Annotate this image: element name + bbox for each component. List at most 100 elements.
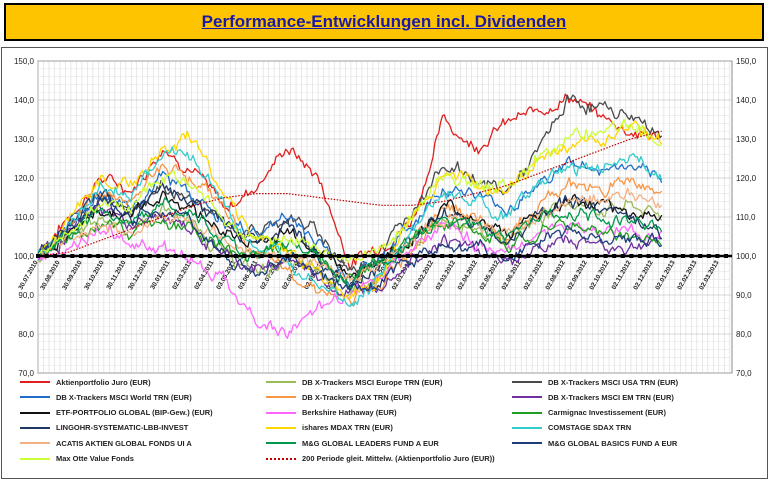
baseline-marker: [36, 254, 40, 258]
baseline-marker: [629, 254, 634, 258]
baseline-marker: [646, 254, 651, 258]
baseline-marker: [380, 254, 384, 258]
baseline-marker: [70, 254, 75, 258]
baseline-marker: [526, 254, 531, 258]
series-line: [37, 183, 663, 291]
baseline-marker: [689, 254, 694, 258]
series-line: [37, 118, 662, 264]
y-tick-label-left: 100,0: [14, 252, 35, 261]
x-tick-label: 30.07.2010: [17, 259, 40, 291]
baseline-marker: [302, 254, 307, 258]
series-line: [37, 187, 663, 282]
baseline-marker: [165, 254, 169, 258]
baseline-marker: [242, 254, 247, 258]
baseline-marker: [216, 254, 221, 258]
y-tick-label-right: 100,0: [736, 252, 757, 261]
series-line: [37, 130, 662, 257]
baseline-marker: [139, 254, 144, 258]
baseline-marker: [259, 254, 264, 258]
baseline-marker: [208, 254, 212, 258]
baseline-marker: [569, 254, 574, 258]
baseline-marker: [405, 254, 410, 258]
baseline-marker: [130, 254, 135, 258]
series-line: [38, 202, 662, 299]
baseline-marker: [319, 254, 324, 258]
baseline-marker: [448, 254, 453, 258]
y-tick-label-right: 80,0: [736, 330, 752, 339]
y-tick-label-left: 120,0: [14, 174, 35, 183]
baseline-marker: [663, 254, 668, 258]
baseline-marker: [698, 254, 703, 258]
baseline-marker: [354, 254, 359, 258]
baseline-marker: [285, 254, 290, 258]
baseline-marker: [182, 254, 187, 258]
y-tick-label-right: 130,0: [736, 135, 757, 144]
baseline-marker: [466, 254, 470, 258]
baseline-marker: [457, 254, 462, 258]
baseline-marker: [397, 254, 402, 258]
baseline-marker: [423, 254, 427, 258]
y-tick-label-right: 140,0: [736, 96, 757, 105]
baseline-marker: [440, 254, 445, 258]
page-title: Performance-Entwicklungen incl. Dividend…: [201, 12, 567, 31]
series-line: [37, 93, 663, 271]
baseline-marker: [96, 254, 101, 258]
title-banner: Performance-Entwicklungen incl. Dividend…: [4, 3, 764, 41]
y-tick-label-right: 150,0: [736, 57, 757, 66]
baseline-marker: [371, 254, 376, 258]
baseline-marker: [509, 254, 513, 258]
series-line: [37, 197, 663, 292]
series-line: [37, 197, 663, 290]
baseline-marker: [113, 254, 118, 258]
y-tick-label-right: 120,0: [736, 174, 757, 183]
baseline-marker: [431, 254, 436, 258]
baseline-marker: [612, 254, 617, 258]
y-tick-label-left: 70,0: [18, 369, 34, 378]
baseline-marker: [681, 254, 685, 258]
baseline-marker: [53, 254, 58, 258]
baseline-marker: [474, 254, 479, 258]
series-line: [37, 146, 663, 308]
y-tick-label-left: 150,0: [14, 57, 35, 66]
baseline-marker: [655, 254, 660, 258]
baseline-marker: [311, 254, 316, 258]
baseline-marker: [61, 254, 66, 258]
baseline-marker: [233, 254, 238, 258]
baseline-marker: [603, 254, 608, 258]
baseline-marker: [543, 254, 548, 258]
baseline-marker: [173, 254, 178, 258]
y-tick-label-left: 90,0: [18, 291, 34, 300]
baseline-marker: [620, 254, 625, 258]
baseline-marker: [724, 254, 728, 258]
baseline-marker: [483, 254, 488, 258]
baseline-marker: [388, 254, 393, 258]
baseline-marker: [362, 254, 367, 258]
baseline-marker: [500, 254, 505, 258]
baseline-marker: [414, 254, 419, 258]
baseline-marker: [638, 254, 642, 258]
baseline-marker: [517, 254, 522, 258]
baseline-marker: [190, 254, 195, 258]
baseline-marker: [328, 254, 333, 258]
baseline-marker: [672, 254, 677, 258]
baseline-marker: [104, 254, 109, 258]
y-tick-label-right: 110,0: [736, 213, 756, 222]
baseline-marker: [294, 254, 298, 258]
baseline-marker: [595, 254, 599, 258]
series-line: [37, 217, 663, 282]
baseline-marker: [560, 254, 565, 258]
baseline-marker: [715, 254, 720, 258]
baseline-marker: [337, 254, 341, 258]
baseline-marker: [268, 254, 273, 258]
baseline-marker: [706, 254, 711, 258]
baseline-marker: [147, 254, 152, 258]
baseline-marker: [534, 254, 539, 258]
baseline-marker: [199, 254, 204, 258]
baseline-marker: [577, 254, 582, 258]
y-tick-label-left: 80,0: [18, 330, 34, 339]
y-tick-label-right: 90,0: [736, 291, 752, 300]
y-tick-label-left: 140,0: [14, 96, 35, 105]
baseline-marker: [276, 254, 281, 258]
y-tick-label-left: 110,0: [15, 213, 35, 222]
